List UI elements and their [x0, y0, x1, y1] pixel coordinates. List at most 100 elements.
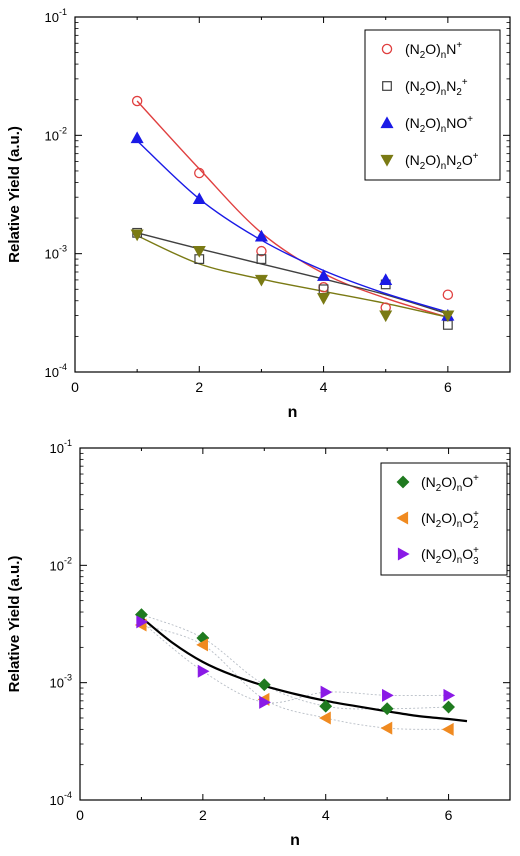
y-tick-exponent: -3 — [59, 244, 67, 254]
legend-superscript: + — [456, 40, 462, 51]
x-tick-label: 6 — [444, 379, 452, 395]
y-tick-exponent: -1 — [64, 438, 72, 448]
legend-subscript: 2 — [436, 555, 441, 566]
legend-subscript: n — [441, 50, 446, 61]
legend-subscript: n — [441, 161, 446, 172]
fit-line-series-4 — [136, 234, 449, 318]
y-axis-label: Relative Yield (a.u.) — [6, 556, 23, 693]
y-axis-label: Relative Yield (a.u.) — [6, 126, 23, 263]
legend-label: (N2​O)n​O+3​ — [421, 545, 479, 567]
fit-line-series-2 — [136, 232, 449, 315]
legend-text: O) — [425, 115, 441, 131]
y-tick-label: 10-4 — [45, 362, 67, 380]
legend-subscript: 2 — [456, 87, 461, 98]
data-point — [441, 722, 454, 736]
legend-text: O) — [441, 510, 457, 526]
legend-text: (N — [405, 152, 420, 168]
x-tick-label: 0 — [71, 379, 79, 395]
dotted-connector-series-1 — [141, 614, 449, 710]
legend-text: (N — [421, 546, 436, 562]
legend-subscript: n — [457, 519, 462, 530]
data-point — [194, 167, 205, 179]
y-tick-label: 10-3 — [50, 673, 72, 691]
legend-label: (N2​O)n​N+​ — [405, 40, 462, 61]
legend-marker — [380, 116, 394, 129]
legend-text: N — [446, 152, 456, 168]
legend-text: NO — [446, 115, 467, 131]
legend-text: (N — [421, 474, 436, 490]
y-tick-exponent: -4 — [59, 362, 67, 372]
legend-text: O — [462, 152, 473, 168]
legend-subscript: n — [457, 555, 462, 566]
legend-text: N — [446, 41, 456, 57]
legend-superscript: + — [473, 473, 479, 484]
data-point — [319, 711, 331, 725]
legend-subscript: 2 — [473, 520, 478, 531]
data-point — [319, 699, 333, 713]
y-tick-label: 10-2 — [50, 555, 72, 573]
data-point — [192, 192, 206, 205]
legend-text: O — [462, 510, 473, 526]
x-tick-label: 2 — [195, 379, 203, 395]
y-tick-base: 10 — [50, 558, 64, 573]
data-point — [442, 289, 454, 300]
legend-subscript: 2 — [420, 87, 425, 98]
data-point — [380, 702, 394, 716]
legend-label: (N2​O)n​N2​O+​ — [405, 151, 479, 172]
y-tick-exponent: -2 — [59, 125, 67, 135]
legend-subscript: 2 — [456, 161, 461, 172]
legend-label: (N2​O)n​O+​ — [421, 473, 479, 494]
series-1-points — [135, 608, 455, 716]
legend-text: (N — [405, 115, 420, 131]
y-tick-base: 10 — [45, 128, 59, 143]
legend-label: (N2​O)n​NO+​ — [405, 114, 473, 135]
legend-subscript: 2 — [436, 483, 441, 494]
legend-subscript: n — [441, 87, 446, 98]
data-point — [257, 678, 271, 692]
legend-text: O) — [425, 41, 441, 57]
legend-subscript: n — [457, 483, 462, 494]
y-tick-base: 10 — [45, 10, 59, 25]
legend-text: O — [462, 474, 473, 490]
data-point — [380, 721, 393, 735]
fit-line-series-3 — [136, 140, 449, 313]
legend-text: O) — [425, 78, 441, 94]
x-tick-label: 2 — [199, 807, 207, 823]
data-point — [318, 282, 329, 293]
data-point — [136, 615, 149, 629]
data-point — [192, 246, 206, 258]
data-point — [442, 700, 455, 714]
data-point — [197, 664, 210, 678]
legend-subscript: 3 — [473, 556, 479, 567]
legend-subscript: n — [441, 124, 446, 135]
y-tick-exponent: -3 — [64, 673, 72, 683]
data-point — [130, 229, 144, 242]
legend-text: (N — [405, 78, 420, 94]
y-tick-label: 10-4 — [50, 790, 72, 808]
legend-superscript: + — [473, 151, 479, 162]
legend-marker — [380, 154, 394, 167]
data-point — [256, 245, 267, 257]
data-point — [441, 310, 455, 323]
legend-label: (N2​O)n​O+2​ — [421, 509, 479, 531]
data-point — [254, 274, 268, 287]
legend-superscript: + — [462, 77, 468, 88]
x-tick-label: 4 — [322, 807, 330, 823]
series-3-points — [136, 615, 456, 709]
legend-marker — [397, 547, 410, 561]
y-tick-label: 10-1 — [50, 438, 72, 456]
legend-marker — [381, 43, 393, 55]
legend-text: (N — [405, 41, 420, 57]
series-4-points — [130, 229, 455, 323]
legend-text: N — [446, 78, 456, 94]
legend-subscript: 2 — [420, 124, 425, 135]
plot-frame — [79, 447, 511, 801]
legend-subscript: 2 — [420, 50, 425, 61]
legend-superscript: + — [473, 509, 479, 520]
legend-text: (N — [421, 510, 436, 526]
x-tick-label: 6 — [445, 807, 453, 823]
y-tick-exponent: -2 — [64, 555, 72, 565]
plot-frame — [74, 16, 511, 373]
